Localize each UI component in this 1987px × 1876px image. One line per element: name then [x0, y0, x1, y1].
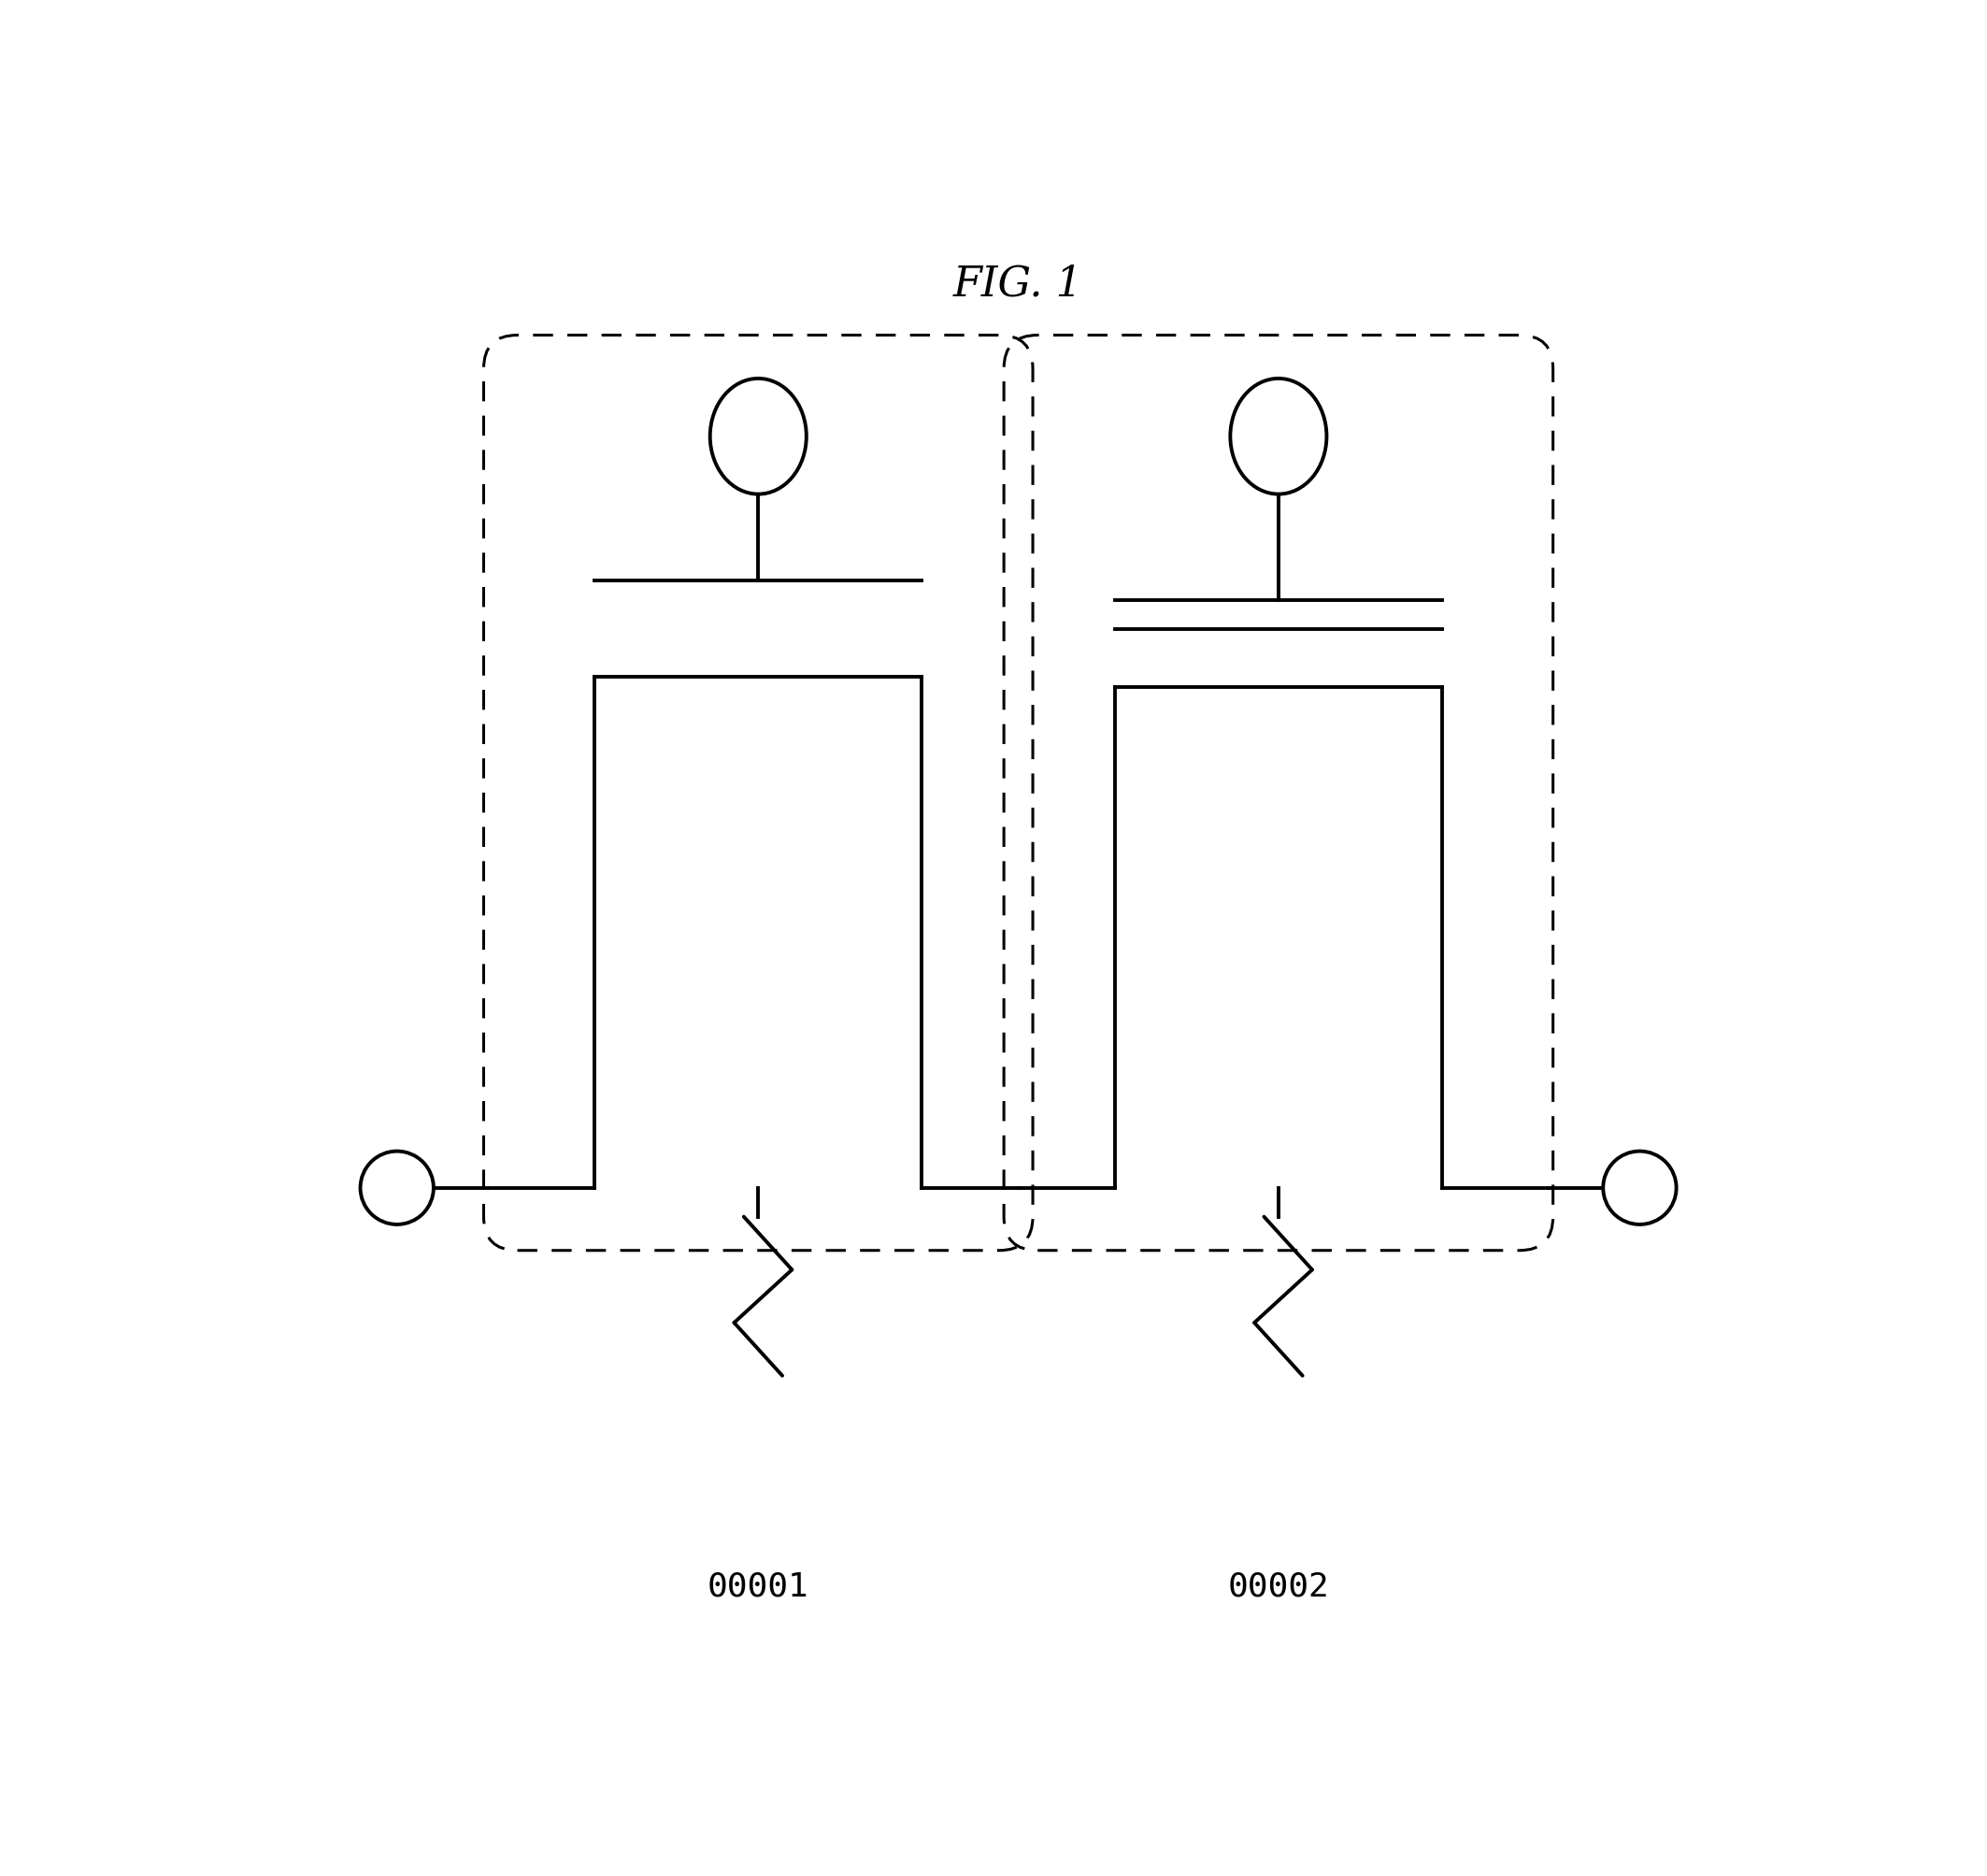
Text: FIG. 1: FIG. 1	[954, 265, 1083, 304]
Circle shape	[1604, 1152, 1677, 1225]
Text: 00001: 00001	[707, 1570, 809, 1602]
Circle shape	[360, 1152, 433, 1225]
Text: 00002: 00002	[1228, 1570, 1329, 1602]
Ellipse shape	[1230, 379, 1327, 495]
Ellipse shape	[709, 379, 807, 495]
